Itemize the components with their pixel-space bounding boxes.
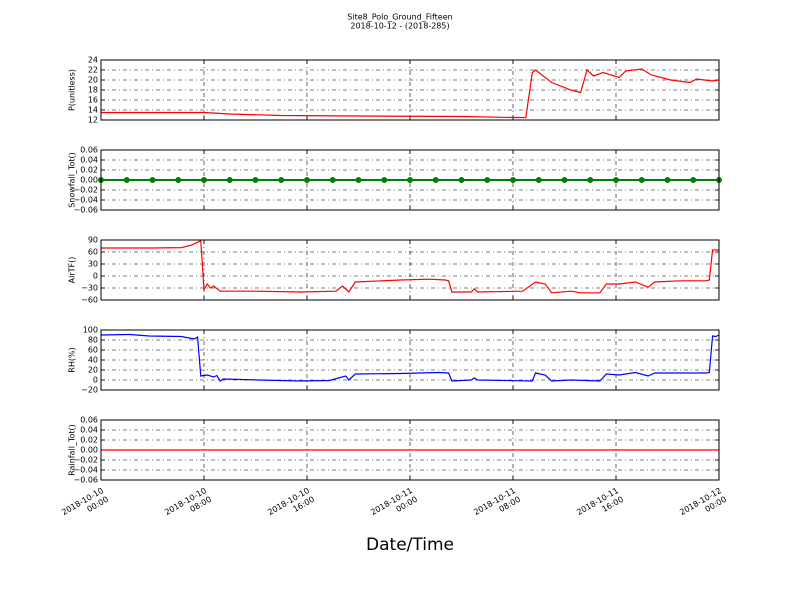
y-tick-label: 20 xyxy=(88,76,98,85)
y-tick-label: 16 xyxy=(88,96,98,105)
data-point xyxy=(690,177,697,183)
y-tick-label: −30 xyxy=(81,284,98,293)
y-tick-label: −0.02 xyxy=(73,456,98,465)
chart-subtitle: 2018-10-12 - (2018-285) xyxy=(350,22,449,31)
y-tick-label: 60 xyxy=(88,248,98,257)
plot-frame xyxy=(100,239,720,301)
y-tick-label: 0 xyxy=(93,272,98,281)
data-point xyxy=(613,177,619,183)
y-axis-label: Snowfall_Tot() xyxy=(68,152,77,208)
data-point xyxy=(510,177,516,183)
y-tick-label: −0.06 xyxy=(73,206,98,215)
y-tick-label: 14 xyxy=(88,106,98,115)
y-tick-label: 0.06 xyxy=(80,416,98,425)
y-tick-label: 0.06 xyxy=(80,146,98,155)
y-axis-label: Rainfall_Tot() xyxy=(68,424,77,476)
data-point xyxy=(381,177,388,183)
plot-frame xyxy=(100,149,720,211)
y-tick-label: 0.02 xyxy=(80,436,98,445)
y-tick-label: 0.00 xyxy=(80,446,98,455)
data-point xyxy=(304,177,310,183)
y-axis-label: RH(%) xyxy=(68,347,77,372)
data-point xyxy=(432,177,439,183)
chart-title: Site8_Polo_Ground_Fifteen xyxy=(347,13,452,22)
y-tick-label: −60 xyxy=(81,296,98,305)
plot-frame xyxy=(100,419,720,481)
y-tick-label: 30 xyxy=(88,260,98,269)
data-point xyxy=(535,177,542,183)
y-tick-label: 24 xyxy=(88,56,98,65)
y-tick-label: 0.04 xyxy=(80,156,98,165)
data-point xyxy=(561,177,568,183)
y-tick-label: 20 xyxy=(88,366,98,375)
data-point xyxy=(252,177,259,183)
data-point xyxy=(226,177,233,183)
data-point xyxy=(175,177,182,183)
data-point xyxy=(149,177,156,183)
data-point xyxy=(638,177,645,183)
y-axis-label: AirTF() xyxy=(68,257,77,284)
y-tick-label: 0 xyxy=(93,376,98,385)
data-line xyxy=(101,333,719,382)
plot-frame xyxy=(100,59,720,121)
y-tick-label: 0.04 xyxy=(80,426,98,435)
y-tick-label: 60 xyxy=(88,346,98,355)
data-line xyxy=(101,68,719,119)
data-point xyxy=(407,177,413,183)
y-tick-label: −20 xyxy=(81,386,98,395)
y-tick-label: 100 xyxy=(83,326,98,335)
y-tick-label: 22 xyxy=(88,66,98,75)
data-point xyxy=(329,177,336,183)
plot-frame xyxy=(100,329,720,391)
y-axis-label: P(unitless) xyxy=(68,69,77,111)
data-point xyxy=(123,177,130,183)
y-tick-label: 0.02 xyxy=(80,166,98,175)
y-tick-label: 12 xyxy=(88,116,98,125)
y-tick-label: 18 xyxy=(88,86,98,95)
y-tick-label: −0.04 xyxy=(73,466,98,475)
data-point xyxy=(484,177,491,183)
data-point xyxy=(458,177,465,183)
data-point xyxy=(664,177,671,183)
y-tick-label: 0.00 xyxy=(80,176,98,185)
data-point xyxy=(355,177,362,183)
y-tick-label: −0.06 xyxy=(73,476,98,485)
y-tick-label: 90 xyxy=(88,236,98,245)
data-line xyxy=(101,240,719,294)
y-tick-label: 80 xyxy=(88,336,98,345)
y-tick-label: −0.04 xyxy=(73,196,98,205)
data-point xyxy=(201,177,207,183)
x-axis-label: Date/Time xyxy=(366,535,454,555)
y-tick-label: 40 xyxy=(88,356,98,365)
data-point xyxy=(587,177,594,183)
y-tick-label: −0.02 xyxy=(73,186,98,195)
data-point xyxy=(278,177,285,183)
